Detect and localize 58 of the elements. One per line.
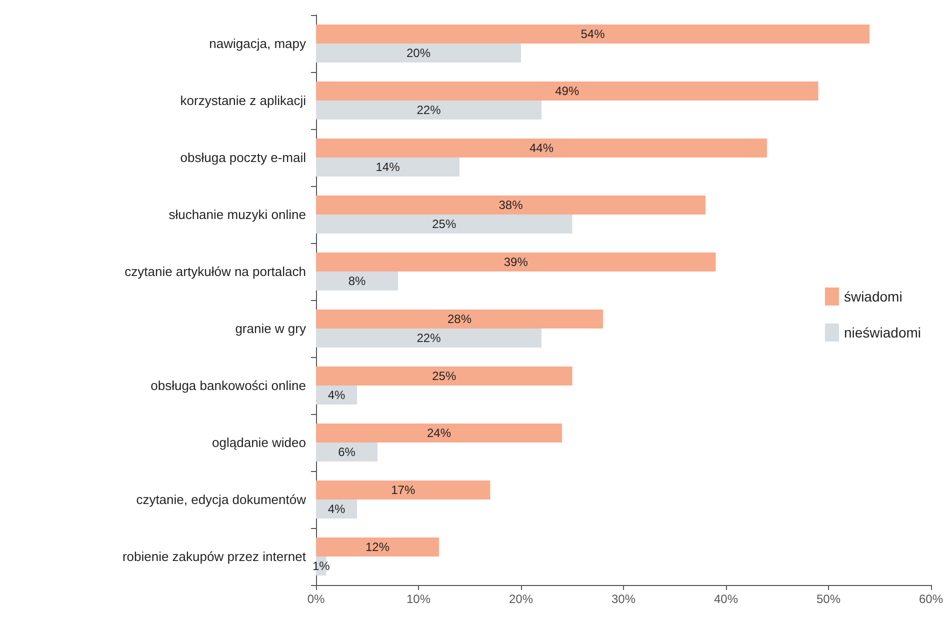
x-tick-label: 10% [406,592,431,606]
y-tick-label: robienie zakupów przez internet [122,549,306,564]
y-tick-label: granie w gry [235,321,306,336]
y-tick-label: czytanie artykułów na portalach [124,264,306,279]
bar [316,252,716,272]
data-label: 25% [432,369,456,383]
bar [316,480,490,500]
bar [316,310,603,328]
data-label: 6% [338,445,356,459]
y-tick-label: słuchanie muzyki online [168,207,306,222]
x-tick-label: 60% [918,592,944,606]
data-label: 17% [391,483,416,497]
y-tick-label: nawigacja, mapy [209,36,306,51]
bar [316,158,460,176]
y-tick-label: obsługa poczty e-mail [180,150,306,165]
bar [316,100,542,120]
data-label: 39% [504,255,528,269]
bar [316,500,357,518]
legend-label: nieświadomi [844,324,922,340]
data-label: 49% [555,84,580,98]
data-label: 1% [312,559,330,573]
legend-label: świadomi [844,288,902,304]
data-label: 8% [348,274,366,288]
data-label: 54% [580,27,606,41]
y-tick-label: obsługa bankowości online [150,378,306,393]
y-tick-label: czytanie, edycja dokumentów [136,492,307,507]
data-label: 4% [328,502,346,516]
bar [316,24,870,44]
data-label: 44% [529,141,554,155]
bar [316,214,572,234]
data-label: 28% [447,312,472,326]
data-label: 24% [426,426,452,440]
data-label: 22% [416,103,442,117]
data-label: 25% [432,217,456,231]
bar [316,82,818,100]
bar [316,328,542,348]
data-label: 38% [498,198,524,212]
bar [316,196,706,214]
y-tick-label: korzystanie z aplikacji [180,93,306,108]
bar [316,538,439,556]
bar [316,442,378,462]
x-tick-label: 50% [816,592,841,606]
data-label: 4% [328,388,346,402]
bar [316,138,767,158]
y-tick-label: oglądanie wideo [212,435,306,450]
data-label: 12% [365,540,390,554]
data-label: 22% [416,331,442,345]
x-tick-label: 40% [714,592,738,606]
bar [316,272,398,290]
x-tick-label: 30% [611,592,636,606]
x-tick-label: 0% [307,592,325,606]
data-label: 20% [406,46,431,60]
bar [316,424,562,442]
bar [316,366,572,386]
x-tick-label: 20% [508,592,534,606]
bar [316,386,357,404]
bar [316,44,521,62]
data-label: 14% [376,160,400,174]
